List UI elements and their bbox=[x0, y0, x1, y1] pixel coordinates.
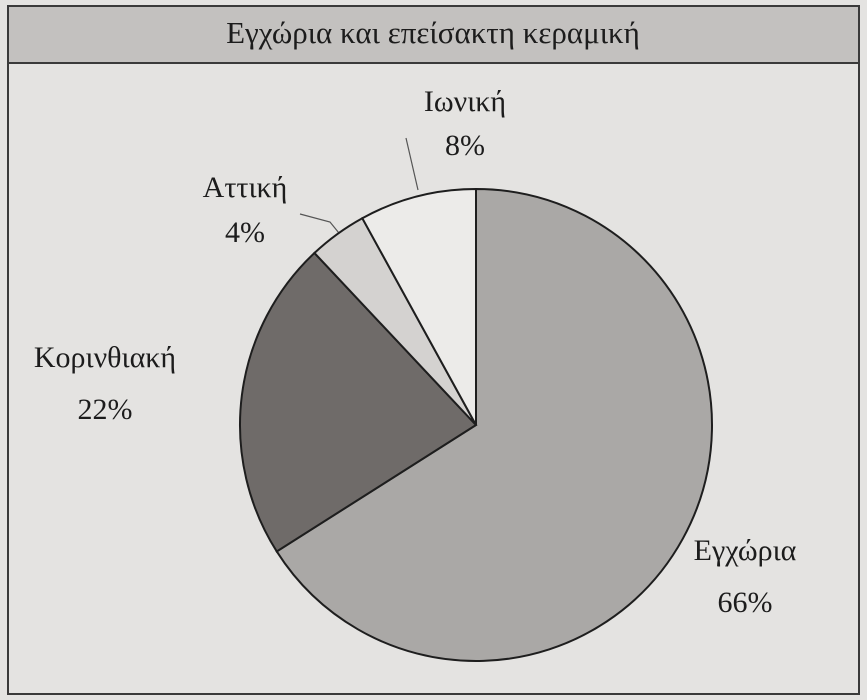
slice-value-label: 8% bbox=[445, 129, 485, 162]
slice-value-label: 4% bbox=[225, 216, 265, 249]
title-bar bbox=[9, 7, 858, 63]
slice-value-label: 22% bbox=[78, 393, 133, 426]
frame bbox=[7, 5, 860, 695]
pie-slice bbox=[360, 187, 477, 426]
pie-slice bbox=[275, 187, 713, 662]
pie-slice bbox=[239, 251, 478, 553]
chart-title: Εγχώρια και επείσακτη κεραμική bbox=[226, 15, 640, 50]
slice-label: Εγχώρια bbox=[694, 534, 797, 567]
slice-label: Κορινθιακή bbox=[34, 341, 176, 374]
slice-label: Αττική bbox=[203, 171, 288, 204]
leader-line bbox=[405, 137, 419, 191]
slice-label: Ιωνική bbox=[424, 85, 506, 118]
slice-value-label: 66% bbox=[718, 586, 773, 619]
